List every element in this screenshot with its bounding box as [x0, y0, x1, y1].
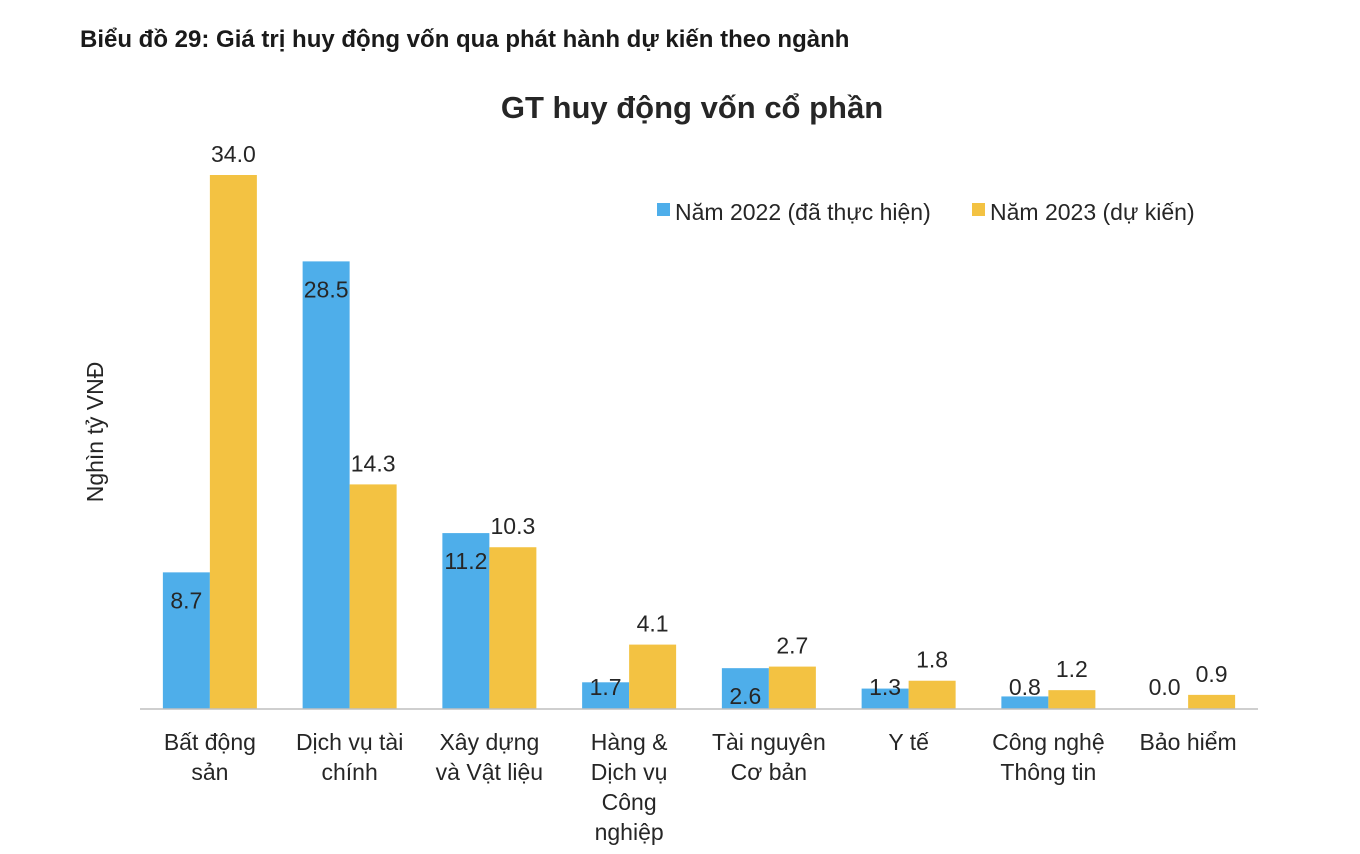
bar-series1-cat7: [1001, 696, 1049, 709]
bar-series2-cat4: [629, 644, 677, 709]
category-label-7: Công nghệ Thông tin: [992, 729, 1105, 785]
data-labels-group: 8.7 28.5 11.2 1.7 2.6 1.3 0.8 0.0 34.0 14.3 10.3 4.…: [170, 141, 1227, 709]
data-label-series2-cat7: 1.2: [1056, 656, 1088, 682]
y-axis-label: Nghìn tỷ VNĐ: [82, 362, 108, 503]
category-label-1: Bất động sản: [164, 729, 256, 785]
bar-series1-cat4: [582, 682, 630, 709]
data-label-series2-cat5: 2.7: [776, 633, 808, 659]
category-label-5: Tài nguyên Cơ bản: [712, 729, 826, 785]
category-label-8: Bảo hiểm: [1140, 729, 1237, 755]
category-label-line: Y tế: [888, 729, 929, 755]
legend-swatch-1: [657, 203, 670, 216]
data-label-series1-cat5: 2.6: [729, 683, 761, 709]
category-label-line: Hàng &: [591, 729, 668, 755]
category-label-line: Cơ bản: [731, 759, 807, 785]
data-label-series1-cat6: 1.3: [869, 674, 901, 700]
category-label-line: Xây dựng: [439, 729, 539, 755]
data-label-series1-cat2: 28.5: [304, 276, 349, 302]
legend-label-2: Năm 2023 (dự kiến): [990, 199, 1195, 225]
category-label-line: Tài nguyên: [712, 729, 826, 755]
bar-series1-cat6: [861, 688, 909, 709]
bar-series1-cat5: [721, 668, 769, 709]
category-label-line: Công nghệ: [992, 729, 1105, 755]
data-label-series2-cat6: 1.8: [916, 647, 948, 673]
data-label-series2-cat2: 14.3: [351, 450, 396, 476]
bar-series2-cat2: [349, 484, 397, 709]
chart-title: GT huy động vốn cổ phần: [501, 90, 883, 125]
category-label-2: Dịch vụ tài chính: [296, 729, 403, 785]
bar-series2-cat6: [908, 680, 956, 709]
legend: Năm 2022 (đã thực hiện) Năm 2023 (dự kiến…: [657, 199, 1195, 225]
data-label-series1-cat3: 11.2: [444, 548, 487, 574]
data-label-series1-cat1: 8.7: [170, 587, 202, 613]
bars-group: [162, 175, 1236, 709]
bar-series1-cat1: [162, 572, 210, 709]
data-label-series1-cat8: 0.0: [1149, 674, 1181, 700]
data-label-series1-cat7: 0.8: [1009, 674, 1041, 700]
category-label-line: chính: [321, 759, 377, 785]
category-label-line: Dịch vụ tài: [296, 729, 403, 755]
bar-series1-cat3: [442, 533, 490, 709]
data-label-series2-cat3: 10.3: [490, 513, 535, 539]
category-label-line: Dịch vụ: [591, 759, 668, 785]
data-label-series1-cat4: 1.7: [590, 674, 622, 700]
bar-series2-cat7: [1048, 690, 1096, 709]
bar-series2-cat3: [489, 547, 537, 709]
category-label-6: Y tế: [888, 729, 929, 755]
category-label-line: sản: [191, 759, 228, 785]
legend-label-1: Năm 2022 (đã thực hiện): [675, 199, 931, 225]
category-label-line: Thông tin: [1000, 759, 1096, 785]
data-label-series2-cat4: 4.1: [637, 611, 669, 637]
data-label-series2-cat1: 34.0: [211, 141, 256, 167]
bar-series2-cat5: [768, 666, 816, 709]
legend-swatch-2: [972, 203, 985, 216]
category-label-3: Xây dựng và Vật liệu: [436, 729, 543, 785]
category-label-4: Hàng & Dịch vụ Công nghiệp: [591, 729, 668, 845]
category-label-line: Bất động: [164, 729, 256, 755]
bar-series2-cat1: [209, 175, 257, 709]
category-label-line: và Vật liệu: [436, 759, 543, 785]
data-label-series2-cat8: 0.9: [1196, 661, 1228, 687]
category-label-line: Công: [602, 789, 657, 815]
category-label-line: Bảo hiểm: [1140, 729, 1237, 755]
category-label-line: nghiệp: [595, 819, 664, 845]
bar-series1-cat2: [302, 261, 350, 709]
page-heading: Biểu đồ 29: Giá trị huy động vốn qua phá…: [80, 26, 850, 53]
bar-series2-cat8: [1188, 694, 1236, 709]
category-labels-group: Bất động sản Dịch vụ tài chính Xây dựng và Vậ…: [164, 729, 1237, 845]
